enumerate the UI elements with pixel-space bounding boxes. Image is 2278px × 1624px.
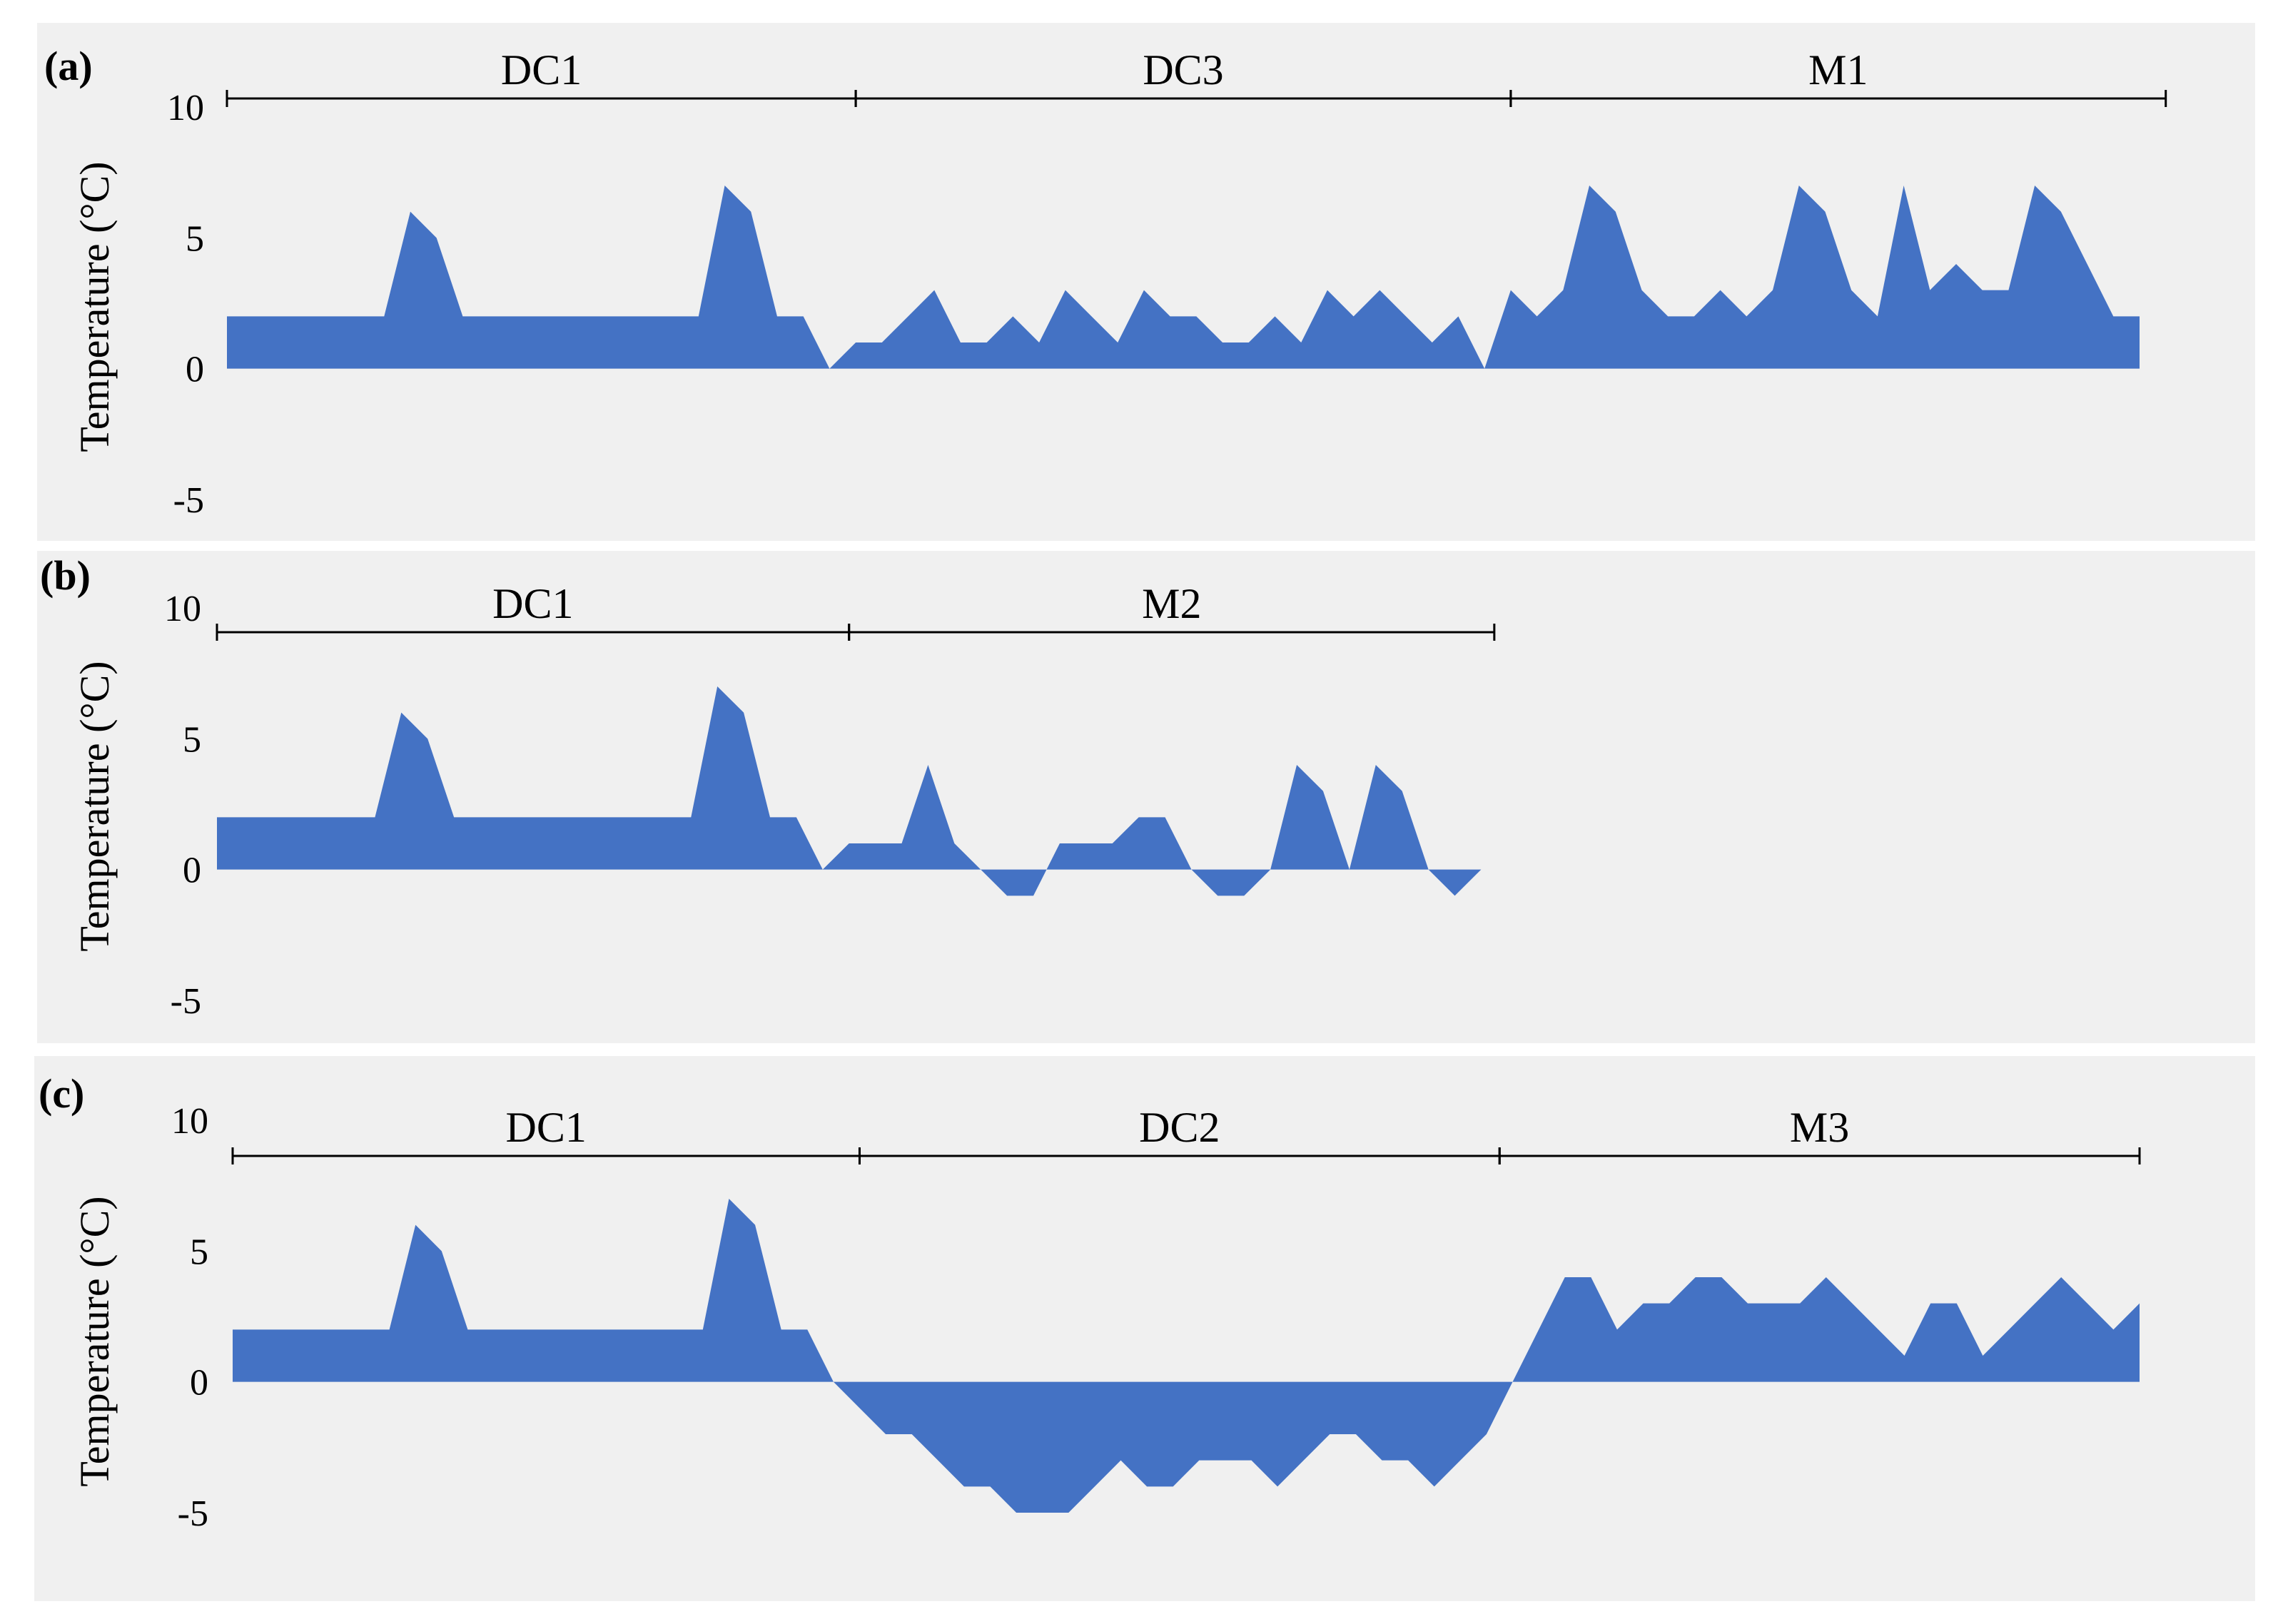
y-tick-label: -5: [171, 981, 201, 1022]
y-axis-label: Temperature (°C): [71, 161, 118, 452]
y-tick-label: 0: [183, 851, 201, 891]
segment-label: M2: [1142, 580, 1201, 627]
y-tick-label: 5: [190, 1232, 208, 1272]
y-tick-label: -5: [178, 1493, 208, 1534]
segment-label: DC1: [492, 580, 573, 627]
y-tick-label: 10: [171, 1101, 208, 1142]
segment-label: M3: [1790, 1104, 1849, 1151]
panel-label: (a): [44, 43, 93, 89]
y-tick-label: 5: [183, 719, 201, 760]
panel-a: (a) 10 5 0 -5 Temperature (°C) DC1 DC3 M1: [37, 23, 2255, 541]
y-tick-label: 5: [186, 218, 204, 259]
y-tick-label: 0: [190, 1363, 208, 1404]
y-tick-label: 10: [164, 589, 201, 629]
y-axis-label: Temperature (°C): [71, 661, 118, 951]
temperature-area-series: [227, 186, 2140, 369]
segment-label: DC1: [501, 46, 582, 93]
temperature-area-series: [217, 686, 1508, 896]
panel-label: (c): [39, 1070, 84, 1117]
y-tick-label: 10: [167, 88, 204, 128]
panel-b: (b) 10 5 0 -5 Temperature (°C) DC1 M2: [37, 551, 2255, 1043]
segment-label: M1: [1808, 46, 1868, 93]
y-tick-label: 0: [186, 350, 204, 390]
y-axis-label: Temperature (°C): [71, 1196, 118, 1486]
temperature-area-series: [233, 1199, 2140, 1513]
panel-c: (c) 10 5 0 -5 Temperature (°C) DC1 DC2 M3: [34, 1056, 2255, 1601]
segment-label: DC3: [1143, 46, 1223, 93]
segment-label: DC1: [506, 1104, 587, 1151]
segment-label: DC2: [1139, 1104, 1220, 1151]
y-tick-label: -5: [173, 480, 204, 521]
panel-label: (b): [40, 552, 91, 599]
